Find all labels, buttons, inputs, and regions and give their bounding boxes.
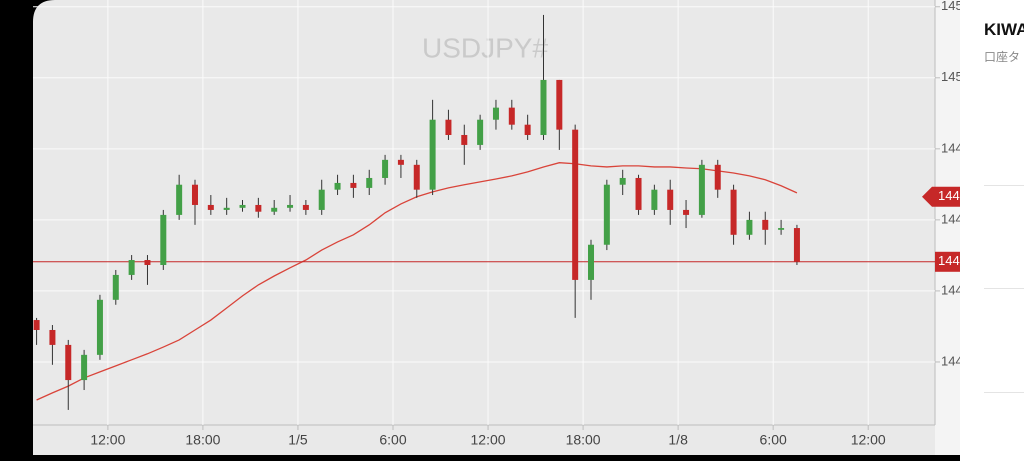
- candle-body: [318, 189, 325, 210]
- candle-body: [714, 164, 721, 190]
- candle-body: [762, 219, 769, 230]
- candle-body: [287, 204, 294, 208]
- candle-body: [635, 177, 642, 210]
- y-axis-area: [935, 0, 960, 455]
- y-tick-label: 145: [941, 69, 960, 84]
- candle-body: [619, 177, 626, 185]
- candle-body: [413, 164, 420, 190]
- price-marker-tag: [922, 186, 960, 207]
- candle-body: [778, 228, 785, 230]
- x-tick-label: 1/8: [668, 432, 688, 448]
- x-tick-label: 1/5: [288, 432, 308, 448]
- candle-body: [477, 119, 484, 145]
- price-marker-label: 144.665: [938, 188, 960, 203]
- chart-panel: [33, 0, 960, 461]
- candle-body: [49, 329, 56, 345]
- candle-body: [588, 244, 595, 280]
- candle-body: [65, 344, 72, 381]
- x-tick-label: 12:00: [851, 432, 886, 448]
- candle-body: [239, 204, 246, 208]
- separator: [984, 185, 1024, 186]
- candle-body: [271, 207, 278, 212]
- candle-body: [176, 184, 183, 215]
- x-tick-label: 18:00: [185, 432, 220, 448]
- side-panel: KIWA 口座タ: [960, 0, 1024, 461]
- candle-body: [445, 119, 452, 135]
- chart: USDJPY# 144.2 144.4 144.6 144.8 145 145.2 12:0…: [33, 0, 960, 461]
- candle-body: [128, 260, 135, 275]
- x-tick-label: 12:00: [471, 432, 506, 448]
- candle-body: [730, 189, 737, 235]
- candle-body: [793, 228, 800, 262]
- candle-body: [33, 320, 40, 330]
- panel-title: KIWA: [984, 20, 1024, 39]
- y-tick-label: 144.6: [941, 211, 960, 226]
- candle-body: [508, 107, 515, 125]
- candle-body: [255, 204, 262, 212]
- x-tick-label: 6:00: [379, 432, 406, 448]
- candle-body: [746, 219, 753, 235]
- candle-body: [207, 204, 214, 210]
- candle-body: [112, 274, 119, 300]
- candle-body: [191, 184, 198, 205]
- candle-body: [144, 260, 151, 265]
- x-tick-label: 12:00: [90, 432, 125, 448]
- candle-body: [603, 184, 610, 245]
- plot-area: [33, 0, 935, 425]
- candle-body: [524, 124, 531, 135]
- candle-body: [556, 79, 563, 130]
- x-tick-label: 18:00: [566, 432, 601, 448]
- y-tick-label: 145.2: [941, 0, 960, 13]
- candle-body: [223, 207, 230, 210]
- chart-title: USDJPY#: [422, 32, 548, 63]
- candle-body: [350, 182, 357, 188]
- current-price-tag: [935, 251, 960, 272]
- candle-body: [334, 182, 341, 190]
- candle-body: [160, 214, 167, 265]
- candle-body: [397, 159, 404, 165]
- panel-subtitle: 口座タ: [984, 50, 1021, 64]
- current-price-label: 144.482: [938, 253, 960, 268]
- candle-body: [667, 189, 674, 210]
- candle-body: [683, 209, 690, 215]
- y-tick-label: 144.8: [941, 140, 960, 155]
- candle-body: [461, 134, 468, 145]
- candle-body: [81, 354, 88, 381]
- candle-body: [572, 129, 579, 280]
- candle-body: [429, 119, 436, 190]
- separator: [984, 288, 1024, 289]
- y-tick-label: 144.4: [941, 282, 960, 297]
- y-tick-label: 144.2: [941, 353, 960, 368]
- candle-body: [492, 107, 499, 120]
- separator: [984, 392, 1024, 393]
- candle-body: [382, 159, 389, 178]
- x-tick-label: 6:00: [760, 432, 787, 448]
- candle-body: [96, 299, 103, 355]
- candle-body: [302, 204, 309, 210]
- candle-body: [540, 79, 547, 135]
- candle-body: [366, 177, 373, 188]
- candle-body: [698, 164, 705, 215]
- candle-body: [651, 189, 658, 210]
